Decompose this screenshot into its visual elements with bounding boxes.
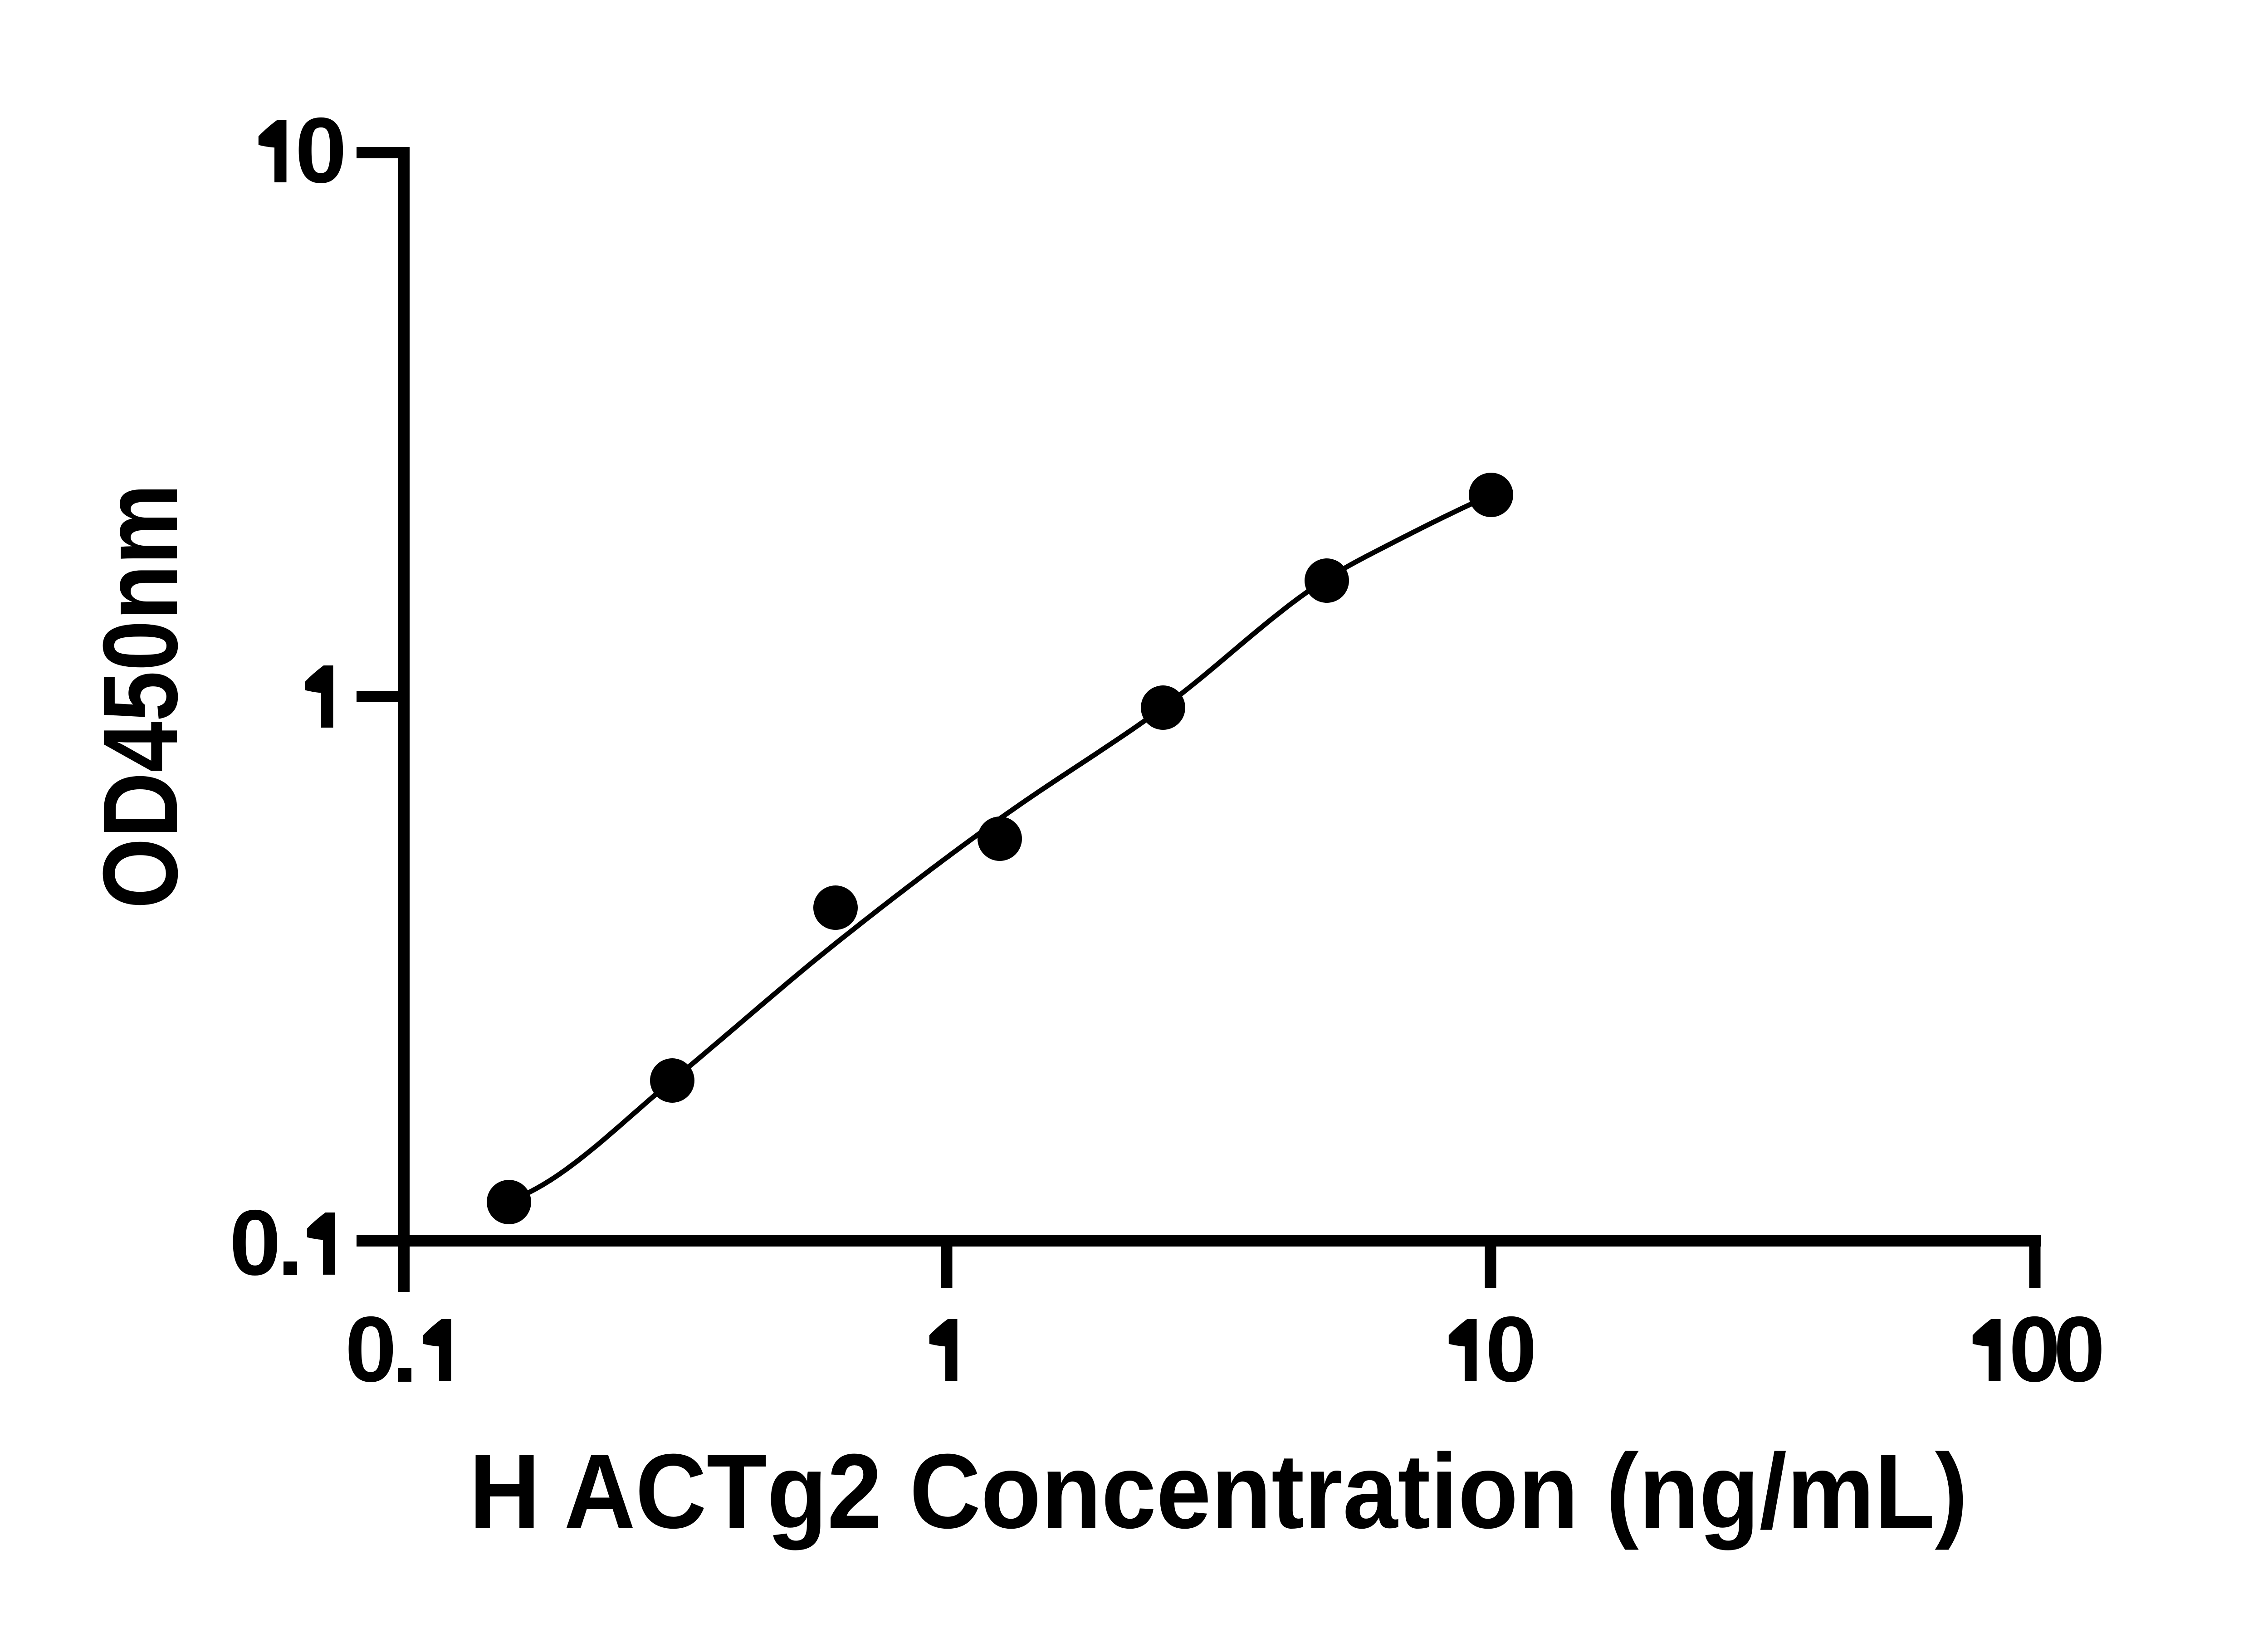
svg-text:0: 0 — [2009, 1297, 2060, 1401]
svg-text:OD450nm: OD450nm — [81, 484, 200, 909]
svg-text:H ACTg2 Concentration (ng/mL): H ACTg2 Concentration (ng/mL) — [469, 1432, 1968, 1550]
svg-text:0: 0 — [345, 1297, 396, 1401]
svg-text:0: 0 — [2053, 1297, 2105, 1401]
svg-text:0: 0 — [1485, 1297, 1537, 1401]
svg-text:0: 0 — [295, 98, 347, 202]
svg-text:0: 0 — [229, 1191, 281, 1295]
